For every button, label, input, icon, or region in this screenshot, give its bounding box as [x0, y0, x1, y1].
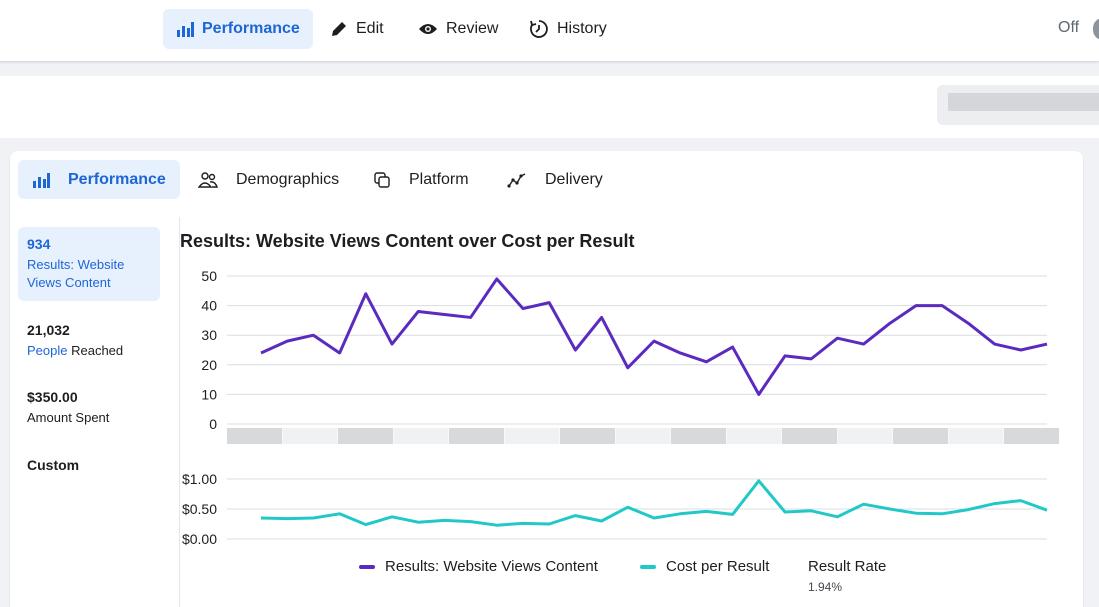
- blurred-x-tick: [782, 428, 837, 444]
- blurred-x-tick: [338, 428, 393, 444]
- sub-tab-demographics[interactable]: Demographics: [184, 160, 353, 199]
- blurred-x-tick: [282, 428, 338, 444]
- sub-tab-platform[interactable]: Platform: [359, 160, 483, 199]
- blurred-x-tick: [948, 428, 1004, 444]
- metric-label: Amount Spent: [27, 410, 110, 425]
- legend-cost[interactable]: Cost per Result: [640, 558, 769, 575]
- sub-tab-label: Demographics: [236, 170, 340, 188]
- y-tick-label: 20: [201, 357, 217, 373]
- metric-label: Results: Website Views Content: [27, 257, 125, 290]
- legend-swatch-cost: [640, 564, 656, 569]
- sub-tab-label: Performance: [68, 170, 166, 188]
- legend-label: Results: Website Views Content: [385, 558, 598, 575]
- top-tab-label: Performance: [202, 20, 300, 37]
- blurred-header-area: [0, 76, 1099, 138]
- bar-chart-icon: [33, 172, 50, 188]
- blurred-x-tick: [393, 428, 449, 444]
- blurred-x-tick: [893, 428, 948, 444]
- blurred-x-tick: [1004, 428, 1059, 444]
- sub-tab-performance[interactable]: Performance: [18, 160, 180, 199]
- metric-label-rest: Reached: [67, 343, 124, 358]
- metric-value: 934: [27, 236, 51, 252]
- blurred-x-tick: [560, 428, 615, 444]
- bar-chart-icon: [177, 22, 194, 37]
- result-rate-value: 1.94%: [808, 580, 843, 594]
- platform-icon: [374, 171, 390, 188]
- blurred-x-tick: [837, 428, 893, 444]
- legend-results[interactable]: Results: Website Views Content: [359, 558, 598, 575]
- y-tick-label: $0.50: [182, 501, 217, 517]
- blurred-x-tick: [449, 428, 504, 444]
- y-tick-label: 50: [201, 268, 217, 284]
- metric-value: Custom: [27, 457, 80, 473]
- people-icon: [198, 171, 218, 188]
- y-tick-label: 40: [201, 298, 217, 314]
- y-tick-label: $0.00: [182, 531, 217, 547]
- top-tab-label: Edit: [356, 20, 384, 37]
- performance-card: Performance Demographics Platform Delive…: [10, 151, 1083, 607]
- legend-label: Result Rate: [808, 558, 887, 575]
- results-series-line: [260, 277, 1048, 396]
- metric-custom[interactable]: Custom: [18, 448, 160, 486]
- top-tab-performance[interactable]: Performance: [163, 9, 313, 49]
- sidebar-divider: [179, 217, 180, 607]
- blurred-x-tick: [504, 428, 560, 444]
- blurred-x-tick: [671, 428, 726, 444]
- top-tab-edit[interactable]: Edit: [317, 9, 397, 49]
- metric-amount-spent[interactable]: $350.00 Amount Spent: [18, 380, 160, 436]
- blurred-x-tick: [615, 428, 671, 444]
- y-tick-label: 10: [201, 386, 217, 402]
- blurred-x-tick: [227, 428, 282, 444]
- sub-tab-delivery[interactable]: Delivery: [493, 160, 617, 199]
- chart-title: Results: Website Views Content over Cost…: [180, 231, 635, 251]
- top-tab-label: Review: [446, 20, 499, 37]
- history-icon: [530, 20, 548, 38]
- blurred-text: [948, 93, 1099, 111]
- metric-value: 21,032: [27, 322, 70, 338]
- sub-tab-label: Delivery: [545, 170, 603, 188]
- top-tab-label: History: [557, 20, 607, 37]
- on-off-toggle[interactable]: [1093, 18, 1099, 40]
- top-navigation-bar: Performance Edit Review History Off: [0, 0, 1099, 62]
- sub-tab-label: Platform: [409, 170, 469, 188]
- top-tab-review[interactable]: Review: [405, 9, 511, 49]
- toggle-label: Off: [1058, 19, 1080, 36]
- pencil-icon: [332, 22, 346, 36]
- metric-value: $350.00: [27, 389, 78, 405]
- y-tick-label: $1.00: [182, 471, 217, 487]
- metric-label: People Reached: [27, 342, 151, 360]
- legend-label: Cost per Result: [666, 558, 770, 575]
- top-tab-history[interactable]: History: [516, 9, 620, 49]
- legend-swatch-results: [359, 564, 375, 569]
- y-tick-label: 0: [209, 416, 217, 432]
- cost-series-line: [260, 479, 1048, 527]
- eye-icon: [419, 24, 437, 34]
- people-link[interactable]: People: [27, 343, 68, 358]
- delivery-icon: [507, 172, 526, 188]
- metric-people-reached[interactable]: 21,032 People Reached: [18, 313, 160, 369]
- y-tick-label: 30: [201, 327, 217, 343]
- blurred-x-tick: [726, 428, 782, 444]
- legend-result-rate[interactable]: Result Rate: [808, 558, 886, 575]
- metric-results[interactable]: 934 Results: Website Views Content: [18, 227, 160, 301]
